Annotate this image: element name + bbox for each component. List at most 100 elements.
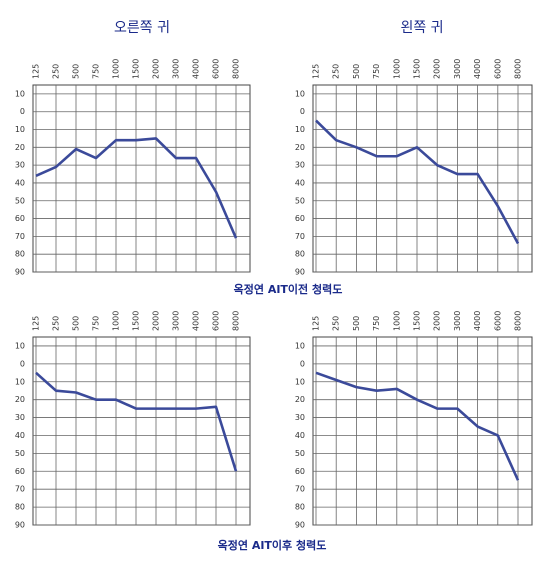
x-tick-label: 500	[352, 316, 361, 331]
y-tick-label: 20	[295, 143, 305, 152]
x-tick-label: 750	[372, 64, 381, 79]
y-tick-label: 20	[15, 395, 25, 404]
y-tick-label: 40	[15, 431, 25, 440]
x-tick-label: 3000	[453, 59, 462, 79]
y-tick-label: 10	[15, 89, 25, 98]
y-tick-label: 30	[295, 413, 305, 422]
y-tick-label: 80	[295, 250, 305, 259]
plot-frame	[32, 336, 251, 526]
x-tick-label: 750	[92, 316, 101, 331]
y-tick-label: 90	[295, 521, 305, 530]
y-tick-label: 30	[15, 161, 25, 170]
hearing-line	[315, 371, 520, 481]
x-tick-label: 125	[312, 64, 321, 79]
plot-frame	[32, 84, 251, 273]
y-tick-label: 60	[15, 467, 25, 476]
x-tick-label: 1500	[132, 59, 141, 79]
x-tick-label: 750	[92, 64, 101, 79]
y-tick-label: 20	[15, 143, 25, 152]
y-tick-label: 10	[295, 377, 305, 386]
x-tick-label: 2000	[152, 59, 161, 79]
y-tick-label: 40	[295, 431, 305, 440]
y-tick-label: 0	[20, 107, 25, 116]
plot-frame	[312, 336, 533, 526]
x-tick-label: 4000	[473, 59, 482, 79]
y-tick-label: 40	[15, 178, 25, 187]
x-tick-label: 1000	[392, 59, 401, 79]
x-tick-label: 4000	[473, 311, 482, 331]
x-tick-label: 500	[352, 64, 361, 79]
y-tick-label: 50	[295, 449, 305, 458]
x-tick-label: 8000	[232, 59, 241, 79]
x-tick-label: 2000	[433, 59, 442, 79]
y-tick-label: 10	[295, 89, 305, 98]
x-tick-label: 3000	[172, 311, 181, 331]
x-tick-label: 8000	[232, 311, 241, 331]
hearing-line	[35, 137, 238, 239]
x-tick-label: 2000	[152, 311, 161, 331]
y-tick-label: 50	[15, 196, 25, 205]
x-tick-label: 500	[72, 316, 81, 331]
plot-frame	[312, 84, 533, 273]
x-tick-label: 6000	[493, 59, 502, 79]
hearing-line	[315, 119, 520, 245]
y-tick-label: 40	[295, 178, 305, 187]
y-tick-label: 10	[15, 377, 25, 386]
y-tick-label: 50	[15, 449, 25, 458]
x-tick-label: 1500	[132, 311, 141, 331]
y-tick-label: 60	[295, 214, 305, 223]
x-tick-label: 3000	[453, 311, 462, 331]
x-tick-label: 1500	[413, 311, 422, 331]
x-tick-label: 250	[332, 64, 341, 79]
x-tick-label: 6000	[212, 311, 221, 331]
column-title: 오른쪽 귀	[114, 20, 170, 36]
y-tick-label: 0	[20, 359, 25, 368]
y-tick-label: 30	[15, 413, 25, 422]
y-tick-label: 20	[295, 395, 305, 404]
x-tick-label: 250	[332, 316, 341, 331]
x-tick-label: 125	[32, 316, 41, 331]
y-tick-label: 70	[15, 485, 25, 494]
y-tick-label: 10	[15, 125, 25, 134]
x-tick-label: 500	[72, 64, 81, 79]
x-tick-label: 750	[372, 316, 381, 331]
column-title: 왼쪽 귀	[400, 20, 443, 36]
x-tick-label: 1000	[112, 311, 121, 331]
x-tick-label: 4000	[192, 59, 201, 79]
y-tick-label: 80	[15, 250, 25, 259]
y-tick-label: 90	[15, 268, 25, 277]
x-tick-label: 125	[312, 316, 321, 331]
x-tick-label: 125	[32, 64, 41, 79]
y-tick-label: 10	[295, 341, 305, 350]
y-tick-label: 80	[295, 503, 305, 512]
y-tick-label: 90	[295, 268, 305, 277]
y-tick-label: 0	[300, 107, 305, 116]
y-tick-label: 0	[300, 359, 305, 368]
y-tick-label: 50	[295, 196, 305, 205]
y-tick-label: 10	[295, 125, 305, 134]
x-tick-label: 3000	[172, 59, 181, 79]
x-tick-label: 8000	[514, 311, 523, 331]
x-tick-label: 8000	[514, 59, 523, 79]
y-tick-label: 30	[295, 161, 305, 170]
y-tick-label: 80	[15, 503, 25, 512]
y-tick-label: 70	[15, 232, 25, 241]
x-tick-label: 6000	[493, 311, 502, 331]
x-tick-label: 1000	[112, 59, 121, 79]
y-tick-label: 60	[295, 467, 305, 476]
x-tick-label: 6000	[212, 59, 221, 79]
y-tick-label: 90	[15, 521, 25, 530]
x-tick-label: 250	[52, 316, 61, 331]
x-tick-label: 250	[52, 64, 61, 79]
y-tick-label: 70	[295, 485, 305, 494]
y-tick-label: 70	[295, 232, 305, 241]
caption: 옥정연 AIT이후 청력도	[218, 538, 327, 552]
y-tick-label: 60	[15, 214, 25, 223]
x-tick-label: 2000	[433, 311, 442, 331]
x-tick-label: 4000	[192, 311, 201, 331]
hearing-line	[35, 371, 238, 472]
x-tick-label: 1500	[413, 59, 422, 79]
x-tick-label: 1000	[392, 311, 401, 331]
y-tick-label: 10	[15, 341, 25, 350]
